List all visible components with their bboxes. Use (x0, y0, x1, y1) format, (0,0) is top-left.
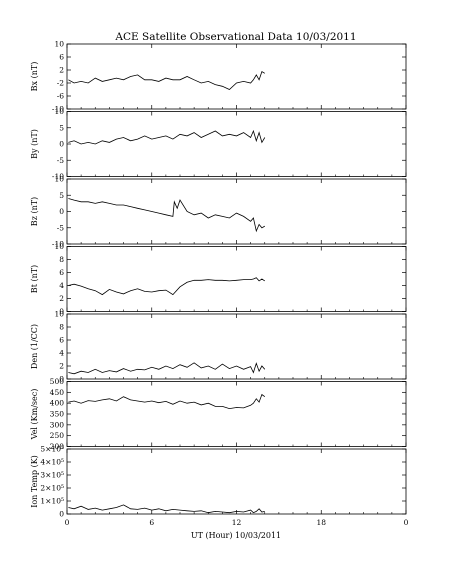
series-line (68, 277, 266, 296)
y-tick-label: -10 (52, 240, 64, 249)
y-tick-label: 0 (59, 140, 64, 149)
x-tick-label: 18 (316, 518, 326, 527)
y-tick-label: 10 (54, 310, 64, 319)
y-tick-label: 2 (59, 66, 64, 75)
y-tick-label: 4×10⁵ (40, 458, 64, 467)
x-tick-label: 0 (404, 518, 409, 527)
y-tick-label: -5 (57, 156, 65, 165)
series-line (68, 198, 266, 233)
y-tick-label: 3×10⁵ (40, 471, 64, 480)
panel-5: 10 8 6 4 2 0 Den (1/CC) (30, 310, 407, 384)
y-axis-label: Bz (nT) (30, 197, 39, 226)
y-tick-label: 10 (54, 107, 64, 116)
y-tick-label: 1×10⁵ (40, 497, 64, 506)
y-axis-label: Den (1/CC) (30, 324, 39, 369)
y-tick-label: -10 (52, 105, 64, 114)
y-tick-label: 8 (59, 255, 64, 264)
y-tick-label: -6 (57, 92, 65, 101)
panel-frame (66, 43, 407, 110)
y-tick-label: 5 (59, 123, 64, 132)
x-axis-label: UT (Hour) 10/03/2011 (191, 531, 281, 540)
panel-frame (66, 448, 407, 515)
y-tick-label: 400 (50, 399, 65, 408)
y-tick-label: -2 (57, 79, 65, 88)
y-tick-label: 6 (59, 336, 64, 345)
y-tick-label: -10 (52, 172, 64, 181)
bottom-x-tick-labels: 0 6 12 18 0 (65, 518, 409, 527)
y-axis-label: By (nT) (30, 129, 39, 159)
panel-frame (66, 381, 407, 447)
y-tick-label: 450 (50, 388, 65, 397)
y-tick-label: 350 (50, 410, 65, 419)
panel-3: 10 5 0 -5 -10 Bz (nT) (30, 175, 407, 249)
y-tick-label: 10 (54, 175, 64, 184)
panels: 10 6 2 -2 -6 -10 Bx (nT) 10 5 0 -5 -10 By (nT) 10 5 0 -5… (30, 40, 407, 519)
panel-frame (66, 313, 407, 380)
x-tick-label: 6 (149, 518, 154, 527)
y-axis-label: Ion Temp (K) (30, 455, 39, 508)
y-tick-label: -5 (57, 223, 65, 232)
y-tick-label: 5×10⁵ (40, 445, 64, 454)
panel-frame (66, 246, 407, 312)
panel-frame (66, 111, 407, 177)
y-axis-label: Vel (Km/sec) (30, 389, 39, 441)
y-tick-label: 250 (50, 431, 65, 440)
x-tick-label: 0 (65, 518, 70, 527)
series-line (68, 393, 266, 410)
y-tick-label: 0 (59, 207, 64, 216)
y-tick-label: 4 (59, 349, 64, 358)
panel-2: 10 5 0 -5 -10 By (nT) (30, 107, 407, 181)
y-tick-label: 10 (54, 242, 64, 251)
y-axis-label: Bx (nT) (30, 62, 39, 92)
y-tick-label: 300 (50, 420, 65, 429)
figure-title: ACE Satellite Observational Data 10/03/2… (114, 31, 356, 43)
panel-7: 5×10⁵ 4×10⁵ 3×10⁵ 2×10⁵ 1×10⁵ 0 Ion Temp (K) (30, 445, 407, 519)
y-tick-label: 200 (50, 442, 65, 451)
y-tick-label: 0 (59, 307, 64, 316)
y-tick-label: 8 (59, 323, 64, 332)
y-tick-label: 2×10⁵ (40, 484, 64, 493)
series-line (68, 129, 266, 145)
y-tick-label: 2 (59, 294, 64, 303)
y-tick-label: 4 (59, 281, 64, 290)
panel-4: 10 8 6 4 2 0 Bt (nT) (30, 242, 407, 316)
panel-frame (66, 178, 407, 245)
y-tick-label: 5 (59, 191, 64, 200)
y-tick-label: 0 (59, 510, 64, 519)
y-tick-label: 10 (54, 40, 64, 49)
x-tick-label: 12 (232, 518, 242, 527)
panel-1: 10 6 2 -2 -6 -10 Bx (nT) (30, 40, 407, 114)
series-line (68, 362, 266, 375)
series-line (68, 504, 265, 514)
y-tick-label: 6 (59, 53, 64, 62)
y-tick-label: 6 (59, 268, 64, 277)
y-tick-label: 2 (59, 362, 64, 371)
y-tick-label: 0 (59, 375, 64, 384)
y-tick-label: 500 (50, 377, 65, 386)
series-line (68, 71, 266, 90)
y-axis-label: Bt (nT) (30, 265, 39, 293)
